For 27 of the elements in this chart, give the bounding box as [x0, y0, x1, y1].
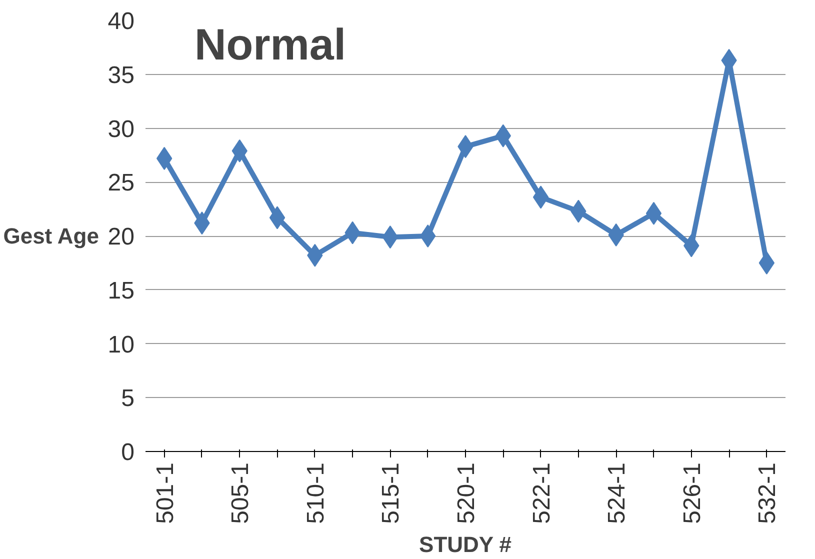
y-tick-label: 25	[108, 170, 135, 197]
x-axis-title: STUDY #	[419, 532, 512, 557]
y-tick-label: 40	[108, 8, 135, 35]
y-tick-label: 10	[108, 331, 135, 358]
y-tick-label: 30	[108, 116, 135, 143]
x-tick-label: 532-1	[754, 462, 782, 524]
x-tick-label: 505-1	[227, 462, 254, 524]
x-tick-label: 501-1	[152, 462, 179, 524]
x-tick-label: 524-1	[604, 462, 631, 524]
y-tick-label: 20	[108, 224, 135, 250]
point	[269, 206, 286, 230]
x-tick-label: 522-1	[528, 462, 556, 524]
x-tick-label: 515-1	[378, 462, 405, 524]
y-axis-title: Gest Age	[3, 224, 100, 248]
chart-title: Normal	[194, 20, 346, 70]
y-tick-label: 5	[121, 385, 135, 412]
y-tick-label: 0	[121, 439, 135, 466]
x-tick-label: 520-1	[453, 462, 480, 524]
point	[758, 251, 775, 274]
point	[532, 186, 549, 209]
y-tick-label: 35	[108, 62, 135, 89]
point	[382, 226, 398, 249]
point	[646, 202, 662, 225]
x-tick-label: 526-1	[678, 462, 706, 524]
x-tick-label: 510-1	[302, 462, 330, 524]
point	[156, 146, 172, 170]
y-tick-label: 15	[108, 277, 135, 304]
